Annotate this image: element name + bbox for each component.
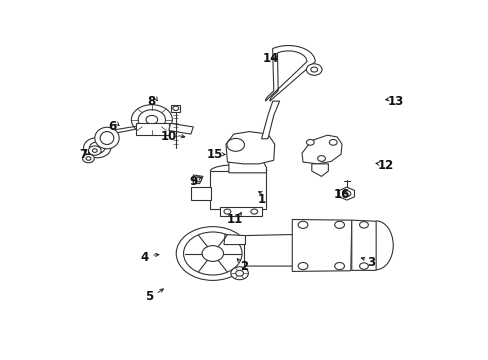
- Polygon shape: [351, 220, 375, 270]
- Circle shape: [88, 146, 101, 155]
- Circle shape: [359, 263, 367, 269]
- Circle shape: [306, 139, 314, 145]
- Text: 1: 1: [257, 193, 265, 206]
- Polygon shape: [168, 123, 193, 134]
- Circle shape: [92, 149, 97, 152]
- Polygon shape: [265, 45, 315, 101]
- Circle shape: [86, 157, 91, 160]
- Circle shape: [131, 105, 172, 135]
- Circle shape: [202, 246, 223, 261]
- Text: 2: 2: [240, 260, 248, 273]
- Polygon shape: [292, 220, 351, 271]
- Circle shape: [89, 142, 105, 153]
- Circle shape: [317, 156, 325, 161]
- Circle shape: [306, 64, 322, 75]
- Text: 14: 14: [263, 51, 279, 64]
- Ellipse shape: [226, 138, 244, 151]
- Polygon shape: [339, 187, 354, 200]
- Circle shape: [194, 177, 201, 182]
- Circle shape: [298, 221, 307, 228]
- Polygon shape: [302, 135, 341, 164]
- Circle shape: [172, 106, 178, 111]
- Circle shape: [342, 191, 350, 197]
- Circle shape: [235, 270, 243, 276]
- Text: 8: 8: [147, 95, 156, 108]
- Polygon shape: [136, 123, 168, 135]
- Circle shape: [176, 226, 249, 280]
- Ellipse shape: [100, 132, 114, 144]
- Circle shape: [138, 110, 165, 130]
- Text: 10: 10: [161, 130, 177, 144]
- Circle shape: [298, 262, 307, 270]
- Circle shape: [82, 154, 94, 163]
- Circle shape: [250, 209, 257, 214]
- Text: 3: 3: [366, 256, 375, 269]
- Text: 12: 12: [377, 159, 393, 172]
- Circle shape: [334, 221, 344, 228]
- Text: 15: 15: [206, 148, 223, 161]
- Circle shape: [334, 262, 344, 270]
- Text: 11: 11: [226, 213, 243, 226]
- Polygon shape: [244, 234, 295, 266]
- Polygon shape: [225, 132, 274, 164]
- Circle shape: [329, 139, 336, 145]
- Circle shape: [224, 209, 230, 214]
- Circle shape: [183, 232, 242, 275]
- Text: 16: 16: [333, 188, 349, 201]
- Circle shape: [230, 267, 248, 280]
- Polygon shape: [224, 234, 245, 244]
- Polygon shape: [220, 207, 261, 216]
- Polygon shape: [261, 101, 279, 139]
- Circle shape: [359, 222, 367, 228]
- Polygon shape: [171, 105, 180, 112]
- Polygon shape: [210, 171, 266, 209]
- Polygon shape: [190, 187, 211, 200]
- Ellipse shape: [95, 127, 119, 149]
- Polygon shape: [228, 154, 266, 173]
- Text: 7: 7: [80, 148, 87, 161]
- Circle shape: [310, 67, 317, 72]
- Text: 6: 6: [108, 120, 117, 133]
- Text: 5: 5: [145, 290, 153, 303]
- Text: 4: 4: [140, 251, 148, 264]
- Text: 9: 9: [189, 175, 197, 188]
- Polygon shape: [193, 175, 203, 184]
- Polygon shape: [311, 164, 328, 176]
- Circle shape: [83, 138, 111, 158]
- Text: 13: 13: [387, 95, 403, 108]
- Circle shape: [146, 116, 158, 124]
